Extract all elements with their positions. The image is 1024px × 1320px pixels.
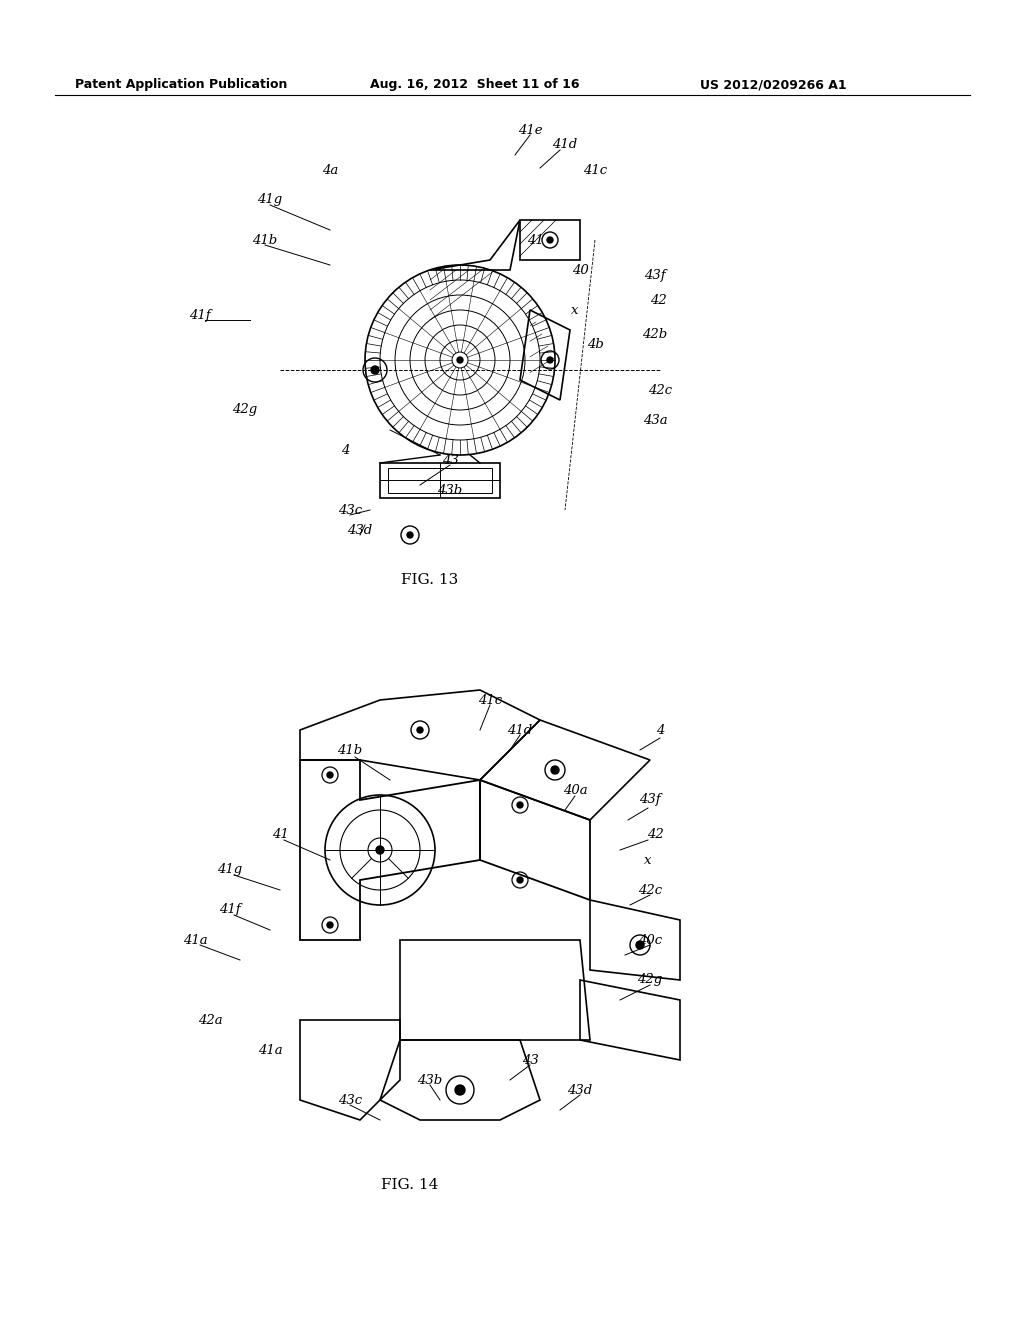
Text: US 2012/0209266 A1: US 2012/0209266 A1: [700, 78, 847, 91]
Text: 42g: 42g: [637, 974, 663, 986]
Text: 43b: 43b: [437, 483, 463, 496]
Text: 42b: 42b: [642, 329, 668, 342]
Text: 43: 43: [521, 1053, 539, 1067]
Text: 43c: 43c: [338, 1093, 362, 1106]
Text: 4a: 4a: [322, 164, 338, 177]
Text: 43a: 43a: [643, 413, 668, 426]
Text: 41: 41: [271, 829, 289, 842]
Circle shape: [327, 772, 333, 777]
Text: 41: 41: [526, 234, 544, 247]
Text: 41a: 41a: [182, 933, 207, 946]
Text: 40a: 40a: [562, 784, 588, 796]
Circle shape: [517, 803, 523, 808]
Text: x: x: [644, 854, 651, 866]
Circle shape: [455, 1085, 465, 1096]
Text: 4b: 4b: [587, 338, 603, 351]
Text: 42: 42: [646, 829, 664, 842]
Circle shape: [517, 876, 523, 883]
Text: 43d: 43d: [347, 524, 373, 536]
Text: FIG. 14: FIG. 14: [381, 1177, 438, 1192]
Text: 41a: 41a: [258, 1044, 283, 1056]
Text: 42a: 42a: [198, 1014, 222, 1027]
Text: 40c: 40c: [638, 933, 663, 946]
Circle shape: [417, 727, 423, 733]
Text: 41f: 41f: [219, 903, 241, 916]
Text: 42c: 42c: [648, 384, 672, 396]
Circle shape: [376, 846, 384, 854]
Circle shape: [457, 356, 463, 363]
Text: 41e: 41e: [518, 124, 543, 136]
Bar: [388, 469, 492, 492]
Circle shape: [636, 941, 644, 949]
Text: 43d: 43d: [567, 1084, 593, 1097]
Text: x: x: [571, 304, 579, 317]
Bar: [380, 463, 500, 498]
Text: 41b: 41b: [337, 743, 362, 756]
Text: 43: 43: [441, 454, 459, 466]
Circle shape: [371, 366, 379, 374]
Text: 42c: 42c: [638, 883, 663, 896]
Circle shape: [327, 921, 333, 928]
Text: 40: 40: [571, 264, 589, 276]
Text: 43f: 43f: [644, 268, 666, 281]
Text: Patent Application Publication: Patent Application Publication: [75, 78, 288, 91]
Text: 43b: 43b: [418, 1073, 442, 1086]
Text: FIG. 13: FIG. 13: [401, 573, 459, 587]
Text: 42: 42: [649, 293, 667, 306]
Text: 41f: 41f: [189, 309, 211, 322]
Text: 43f: 43f: [639, 793, 660, 807]
Text: 41d: 41d: [552, 139, 578, 152]
Text: Aug. 16, 2012  Sheet 11 of 16: Aug. 16, 2012 Sheet 11 of 16: [370, 78, 580, 91]
Circle shape: [547, 238, 553, 243]
Text: 4: 4: [655, 723, 665, 737]
Text: 41c: 41c: [478, 693, 502, 706]
Circle shape: [551, 766, 559, 774]
Text: 41b: 41b: [252, 234, 278, 247]
Text: 41g: 41g: [217, 863, 243, 876]
Text: 4: 4: [341, 444, 349, 457]
Circle shape: [547, 356, 553, 363]
Text: 43c: 43c: [338, 503, 362, 516]
Circle shape: [407, 532, 413, 539]
Text: 41d: 41d: [507, 723, 532, 737]
Text: 42g: 42g: [232, 404, 258, 417]
Text: 41g: 41g: [257, 194, 283, 206]
Text: 41c: 41c: [583, 164, 607, 177]
